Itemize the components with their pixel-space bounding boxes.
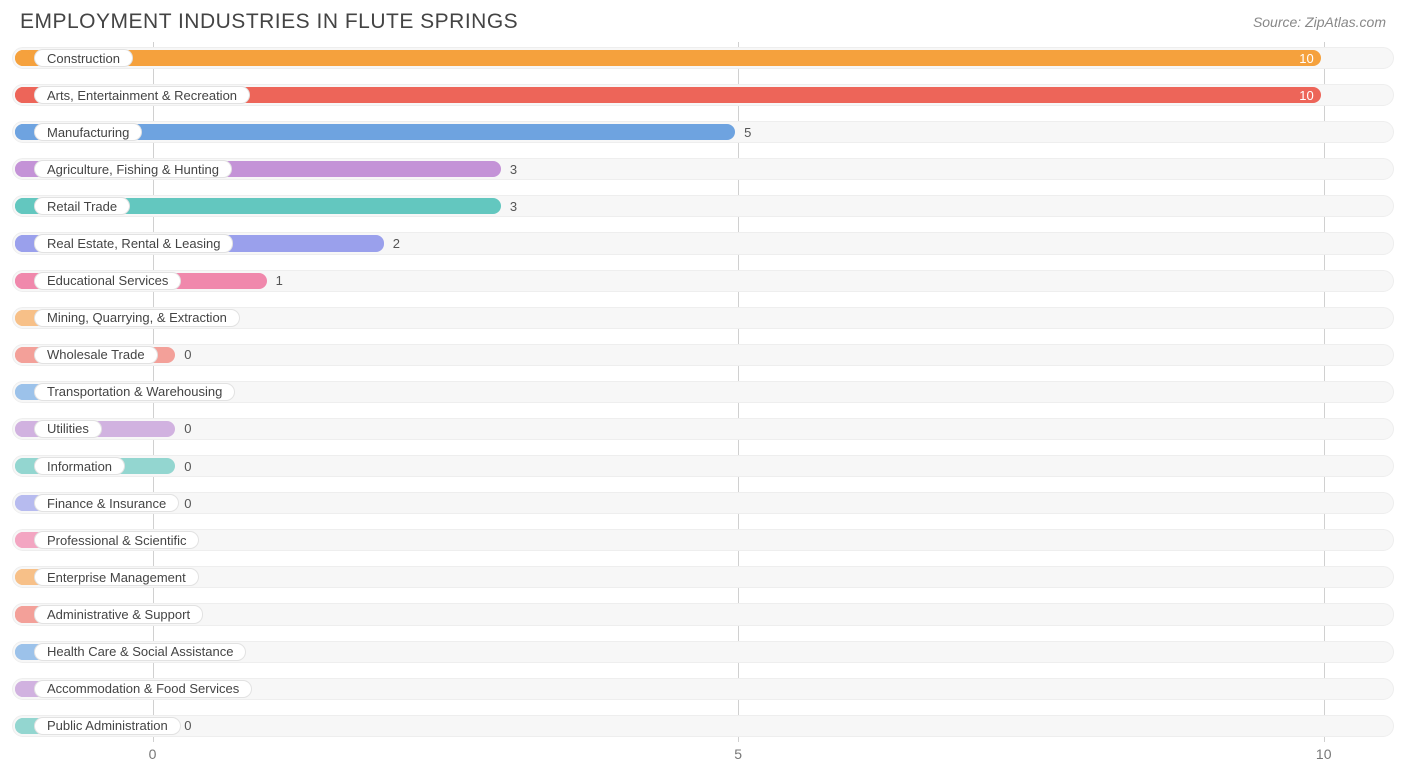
bar-cap xyxy=(15,347,31,363)
bar-label-pill: Construction xyxy=(34,49,133,67)
bar-label-pill: Manufacturing xyxy=(34,123,142,141)
bar-cap xyxy=(15,310,31,326)
bar-label-pill: Information xyxy=(34,457,125,475)
bar-row: Agriculture, Fishing & Hunting 3 xyxy=(12,153,1394,185)
bar-row: Administrative & Support0 xyxy=(12,598,1394,630)
bar-cap xyxy=(15,606,31,622)
chart-header: EMPLOYMENT INDUSTRIES IN FLUTE SPRINGS S… xyxy=(0,0,1406,42)
bar-label-pill: Mining, Quarrying, & Extraction xyxy=(34,309,240,327)
bar-cap xyxy=(15,384,31,400)
bar-label-pill: Public Administration xyxy=(34,717,181,735)
bar-track xyxy=(12,715,1394,737)
bar-row: Retail Trade 3 xyxy=(12,190,1394,222)
bar-label-pill: Utilities xyxy=(34,420,102,438)
bar-track xyxy=(12,566,1394,588)
bar-cap xyxy=(15,458,31,474)
bar-track xyxy=(12,529,1394,551)
bar-row: Educational Services 1 xyxy=(12,265,1394,297)
bar-value-label: 3 xyxy=(510,153,517,185)
bar-row: Utilities 0 xyxy=(12,413,1394,445)
chart-plot: Construction10Arts, Entertainment & Recr… xyxy=(12,42,1394,742)
bar-cap xyxy=(15,50,31,66)
bar-track xyxy=(12,344,1394,366)
bar-row: Health Care & Social Assistance0 xyxy=(12,636,1394,668)
bar-value-label: 10 xyxy=(1299,42,1313,74)
bar-row: Information 0 xyxy=(12,450,1394,482)
bar-row: Accommodation & Food Services0 xyxy=(12,673,1394,705)
bar-value-label: 1 xyxy=(276,265,283,297)
x-axis-tick: 5 xyxy=(734,746,742,762)
bar-value-label: 10 xyxy=(1299,79,1313,111)
bar-row: Transportation & Warehousing0 xyxy=(12,376,1394,408)
bar-row: Public Administration0 xyxy=(12,710,1394,742)
chart-source: Source: ZipAtlas.com xyxy=(1253,14,1386,30)
bar-row: Professional & Scientific0 xyxy=(12,524,1394,556)
bar-cap xyxy=(15,644,31,660)
bar-value-label: 0 xyxy=(184,487,191,519)
bar-row: Mining, Quarrying, & Extraction0 xyxy=(12,302,1394,334)
bar-label-pill: Real Estate, Rental & Leasing xyxy=(34,234,233,252)
bar-track xyxy=(12,455,1394,477)
x-axis-tick: 10 xyxy=(1316,746,1332,762)
bar-label-pill: Retail Trade xyxy=(34,197,130,215)
bar-value-label: 0 xyxy=(184,710,191,742)
bar-value-label: 2 xyxy=(393,227,400,259)
bar-label-pill: Wholesale Trade xyxy=(34,346,158,364)
bar-label-pill: Administrative & Support xyxy=(34,605,203,623)
bar-cap xyxy=(15,273,31,289)
bar-label-pill: Arts, Entertainment & Recreation xyxy=(34,86,250,104)
bar-row: Wholesale Trade 0 xyxy=(12,339,1394,371)
bar-value-label: 3 xyxy=(510,190,517,222)
bar-value-label: 0 xyxy=(184,450,191,482)
bar-cap xyxy=(15,681,31,697)
bar-label-pill: Accommodation & Food Services xyxy=(34,680,252,698)
bar-label-pill: Transportation & Warehousing xyxy=(34,383,235,401)
bar-row: Construction 10 xyxy=(12,42,1394,74)
bar-row: Enterprise Management0 xyxy=(12,561,1394,593)
bar-value-label: 0 xyxy=(184,413,191,445)
bar-label-pill: Professional & Scientific xyxy=(34,531,199,549)
bar-row: Finance & Insurance 0 xyxy=(12,487,1394,519)
bar xyxy=(15,50,1321,66)
bar-track xyxy=(12,418,1394,440)
chart-title: EMPLOYMENT INDUSTRIES IN FLUTE SPRINGS xyxy=(20,10,518,34)
bar-value-label: 5 xyxy=(744,116,751,148)
bar-row: Arts, Entertainment & Recreation 10 xyxy=(12,79,1394,111)
bar-label-pill: Finance & Insurance xyxy=(34,494,179,512)
bar-track xyxy=(12,603,1394,625)
bar-value-label: 0 xyxy=(184,339,191,371)
bar-cap xyxy=(15,421,31,437)
bar-label-pill: Educational Services xyxy=(34,272,181,290)
bar-label-pill: Agriculture, Fishing & Hunting xyxy=(34,160,232,178)
chart-area: Construction10Arts, Entertainment & Recr… xyxy=(12,42,1394,742)
bar-label-pill: Enterprise Management xyxy=(34,568,199,586)
bar-cap xyxy=(15,235,31,251)
bar-row: Manufacturing 5 xyxy=(12,116,1394,148)
x-axis-tick: 0 xyxy=(149,746,157,762)
bar-row: Real Estate, Rental & Leasing 2 xyxy=(12,227,1394,259)
bar-cap xyxy=(15,718,31,734)
bar-track xyxy=(12,492,1394,514)
x-axis: 0 5 10 xyxy=(12,742,1394,766)
bar-label-pill: Health Care & Social Assistance xyxy=(34,643,246,661)
